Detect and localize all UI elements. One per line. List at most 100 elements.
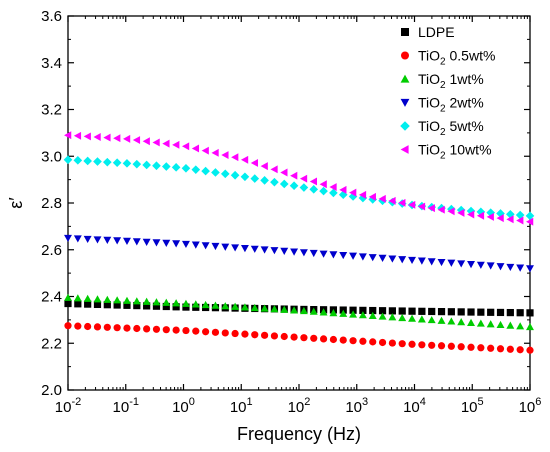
data-point [309, 177, 317, 186]
x-axis-label: Frequency (Hz) [237, 424, 361, 444]
x-tick-label: 10-2 [55, 396, 81, 416]
data-point [398, 256, 407, 264]
x-tick-label: 103 [345, 396, 368, 416]
data-point [408, 256, 417, 265]
data-point [260, 162, 268, 171]
data-point [388, 313, 397, 321]
data-point [230, 170, 240, 180]
data-point [93, 300, 102, 309]
data-point [162, 239, 171, 247]
data-point [113, 296, 122, 304]
data-point [496, 308, 505, 317]
data-point [309, 249, 318, 258]
data-point [476, 261, 485, 269]
data-point [427, 315, 436, 324]
data-point [457, 208, 465, 217]
data-point [182, 326, 190, 335]
data-point [457, 308, 465, 316]
y-tick-label: 2.0 [41, 382, 62, 399]
data-point [300, 334, 308, 342]
data-point [457, 318, 466, 326]
y-tick-label: 3.6 [41, 8, 62, 25]
data-point [74, 300, 82, 308]
data-point [290, 171, 298, 180]
data-point [93, 295, 102, 303]
data-point [64, 293, 72, 301]
data-point [103, 301, 111, 309]
data-point [270, 177, 279, 187]
data-point [122, 159, 132, 168]
data-point [113, 301, 121, 309]
data-point [241, 330, 249, 338]
data-point [103, 295, 112, 303]
data-point [368, 192, 376, 201]
data-point [319, 335, 328, 343]
data-point [486, 212, 494, 221]
data-point [516, 346, 524, 354]
data-point [428, 307, 436, 316]
data-point [221, 302, 230, 310]
x-tick-label: 104 [403, 396, 426, 416]
data-point [408, 340, 416, 348]
data-point [398, 313, 407, 322]
data-point [280, 168, 288, 177]
y-tick-label: 2.6 [41, 242, 62, 259]
data-point [525, 211, 535, 221]
data-point [73, 235, 82, 243]
data-point [181, 240, 190, 249]
data-point [181, 163, 191, 173]
data-point [417, 202, 426, 211]
data-point [123, 134, 131, 143]
series-1 [64, 322, 534, 354]
data-point [299, 174, 308, 183]
data-point [221, 329, 229, 337]
data-point [437, 258, 446, 267]
data-point [132, 136, 141, 145]
data-point [280, 332, 288, 341]
data-point [162, 139, 170, 148]
data-point [378, 312, 387, 320]
data-point [437, 308, 446, 316]
data-point [181, 299, 190, 307]
data-point [339, 251, 348, 260]
data-point [251, 331, 259, 339]
data-point [152, 239, 161, 247]
data-point [240, 172, 250, 182]
data-point [467, 261, 475, 269]
data-point [339, 185, 347, 194]
data-point [349, 310, 358, 318]
data-point [408, 307, 416, 315]
data-point [250, 159, 259, 167]
legend-label: TiO2 10wt% [418, 142, 492, 162]
data-point [496, 263, 505, 271]
data-point [152, 325, 161, 333]
data-point [103, 236, 112, 245]
data-point [191, 144, 200, 153]
data-point [73, 131, 82, 140]
data-point [516, 309, 524, 317]
data-point [418, 341, 426, 349]
y-axis: 2.0 2.2 2.4 2.6 2.8 3.0 3.2 3.4 3.6 [41, 8, 530, 399]
x-tick-label: 100 [172, 396, 195, 416]
data-point [142, 160, 151, 170]
data-point [359, 306, 367, 314]
data-point [408, 314, 417, 322]
data-point [123, 296, 131, 304]
data-point [113, 134, 121, 143]
data-point [349, 306, 357, 314]
data-point [457, 343, 465, 351]
data-point [428, 341, 436, 349]
data-point [417, 315, 426, 323]
x-axis: 10-2 10-1 100 101 102 103 104 105 106 [55, 16, 541, 416]
legend-marker [401, 28, 409, 36]
data-markers [63, 131, 535, 354]
data-point [152, 298, 161, 306]
data-point [280, 247, 289, 256]
data-point [526, 265, 534, 273]
data-point [182, 303, 190, 311]
data-point [349, 337, 357, 345]
data-point [467, 210, 475, 219]
data-point [329, 188, 338, 198]
data-point [378, 194, 386, 203]
data-point [172, 240, 181, 248]
